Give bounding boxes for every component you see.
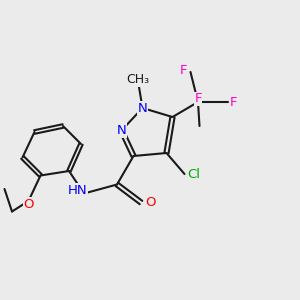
Text: HN: HN xyxy=(68,184,87,197)
Text: O: O xyxy=(146,196,156,209)
Text: O: O xyxy=(23,197,34,211)
Text: Cl: Cl xyxy=(188,167,200,181)
Text: CH₃: CH₃ xyxy=(126,73,150,86)
Text: F: F xyxy=(194,92,202,106)
Text: N: N xyxy=(117,124,126,137)
Text: F: F xyxy=(180,64,188,77)
Text: F: F xyxy=(230,95,237,109)
Text: N: N xyxy=(138,101,147,115)
